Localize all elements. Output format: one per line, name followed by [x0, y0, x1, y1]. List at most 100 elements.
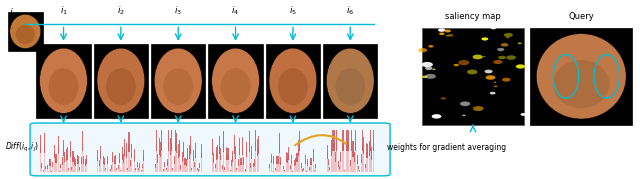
Ellipse shape [484, 70, 493, 73]
Text: Query: Query [568, 12, 594, 21]
Bar [248, 143, 250, 172]
Ellipse shape [502, 78, 511, 82]
Ellipse shape [422, 62, 433, 67]
Bar [231, 164, 232, 172]
Bar [346, 143, 347, 172]
Bar [327, 153, 328, 172]
Bar [369, 150, 370, 172]
Bar [84, 159, 86, 166]
Ellipse shape [438, 28, 445, 32]
Bar [234, 147, 235, 172]
Bar [71, 169, 72, 172]
Bar [163, 170, 164, 172]
Bar [135, 169, 136, 172]
Bar [224, 168, 225, 172]
Bar [130, 160, 131, 166]
Bar [82, 143, 83, 172]
Bar [127, 169, 128, 172]
Bar [82, 130, 83, 151]
Bar [279, 133, 280, 153]
Bar [271, 159, 272, 172]
Bar [116, 168, 117, 170]
Bar [164, 165, 165, 172]
Bar [221, 167, 223, 172]
Bar [313, 156, 314, 172]
Ellipse shape [483, 56, 486, 57]
Bar [298, 140, 299, 156]
Bar [103, 156, 104, 164]
Bar [194, 165, 195, 172]
Bar [195, 143, 196, 158]
Bar [195, 152, 196, 172]
Ellipse shape [163, 68, 193, 105]
Ellipse shape [454, 64, 459, 66]
Ellipse shape [154, 48, 202, 113]
Bar [142, 164, 143, 168]
Bar [74, 162, 75, 172]
Bar [157, 154, 159, 163]
Bar [184, 162, 186, 172]
Bar [275, 168, 276, 170]
Bar [56, 159, 57, 172]
Bar [130, 164, 131, 172]
Bar [302, 170, 303, 172]
Bar [124, 139, 125, 156]
Bar [120, 170, 122, 171]
Bar [160, 142, 161, 157]
Bar [219, 147, 220, 172]
Bar [193, 150, 194, 161]
Ellipse shape [462, 115, 465, 116]
Ellipse shape [460, 101, 470, 106]
Bar [308, 168, 310, 172]
Ellipse shape [106, 68, 136, 105]
Bar [45, 168, 47, 172]
Bar [269, 164, 271, 168]
Bar [134, 156, 135, 172]
Ellipse shape [491, 27, 496, 29]
Bar [99, 164, 100, 172]
Bar [290, 167, 291, 172]
Bar [60, 166, 61, 172]
Bar [235, 146, 236, 159]
Bar [237, 163, 239, 172]
Ellipse shape [422, 76, 427, 78]
FancyArrowPatch shape [295, 135, 346, 145]
Bar [348, 143, 349, 172]
Bar [283, 168, 284, 172]
Ellipse shape [445, 30, 451, 32]
Bar [196, 168, 198, 170]
Bar [131, 153, 132, 172]
FancyBboxPatch shape [266, 44, 320, 118]
Bar [333, 143, 335, 172]
Text: $i_q$: $i_q$ [9, 7, 18, 21]
Ellipse shape [497, 48, 504, 51]
Bar [72, 151, 74, 161]
Bar [119, 159, 120, 172]
Bar [63, 140, 64, 156]
Bar [271, 154, 272, 163]
Ellipse shape [418, 48, 427, 52]
Bar [194, 162, 195, 167]
Bar [351, 130, 352, 151]
Ellipse shape [278, 68, 308, 105]
Bar [344, 170, 346, 171]
Bar [370, 130, 371, 151]
Bar [291, 155, 292, 164]
Bar [134, 149, 135, 161]
Bar [333, 130, 335, 151]
Bar [343, 143, 344, 172]
Bar [225, 147, 227, 160]
Ellipse shape [212, 48, 259, 113]
Bar [179, 150, 180, 172]
Bar [79, 169, 80, 172]
Bar [161, 130, 163, 151]
Bar [66, 156, 67, 172]
Bar [67, 155, 68, 172]
Bar [160, 151, 161, 172]
Bar [135, 168, 136, 170]
Bar [308, 167, 310, 170]
Bar [99, 160, 100, 166]
Bar [84, 163, 86, 172]
Ellipse shape [15, 25, 35, 44]
Ellipse shape [440, 97, 446, 100]
